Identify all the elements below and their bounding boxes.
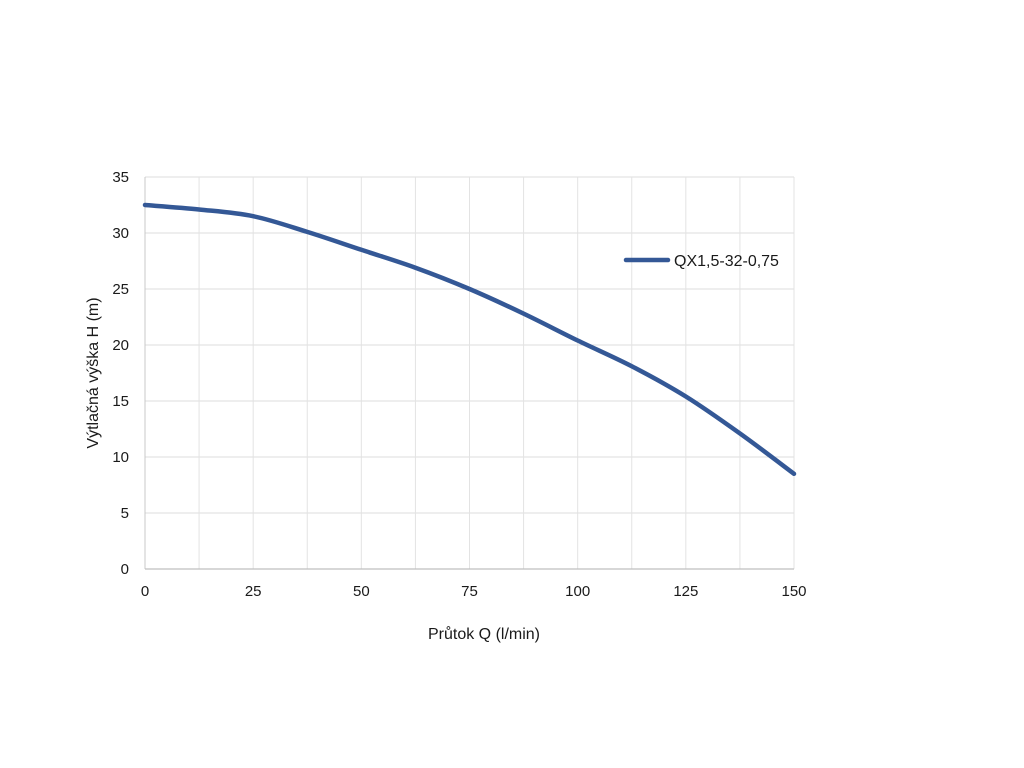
series-layer — [142, 202, 797, 477]
y-tick-label: 0 — [121, 561, 129, 578]
x-tick-label: 100 — [565, 583, 590, 600]
x-tick-label: 125 — [673, 583, 698, 600]
y-tick-label: 10 — [112, 449, 129, 466]
x-tick-label: 25 — [245, 583, 262, 600]
y-tick-label: 30 — [112, 225, 129, 242]
y-tick-label: 25 — [112, 281, 129, 298]
legend: QX1,5-32-0,75 — [623, 253, 779, 270]
y-tick-label: 35 — [112, 169, 129, 186]
x-tick-label: 75 — [461, 583, 478, 600]
y-tick-label: 5 — [121, 505, 129, 522]
axes — [144, 177, 794, 570]
series-line — [142, 202, 797, 477]
y-tick-label: 20 — [112, 337, 129, 354]
y-tick-label: 15 — [112, 393, 129, 410]
legend-label: QX1,5-32-0,75 — [674, 253, 779, 270]
x-tick-labels: 0 25 50 75 100 125 150 — [141, 583, 807, 600]
gridlines — [145, 176, 795, 569]
x-axis-title: Průtok Q (l/min) — [428, 625, 540, 643]
x-tick-label: 50 — [353, 583, 370, 600]
x-tick-label: 0 — [141, 583, 149, 600]
y-tick-labels: 0 5 10 15 20 25 30 35 — [112, 169, 129, 578]
y-axis-title: Výtlačná výška H (m) — [85, 297, 102, 448]
x-tick-label: 150 — [781, 583, 806, 600]
